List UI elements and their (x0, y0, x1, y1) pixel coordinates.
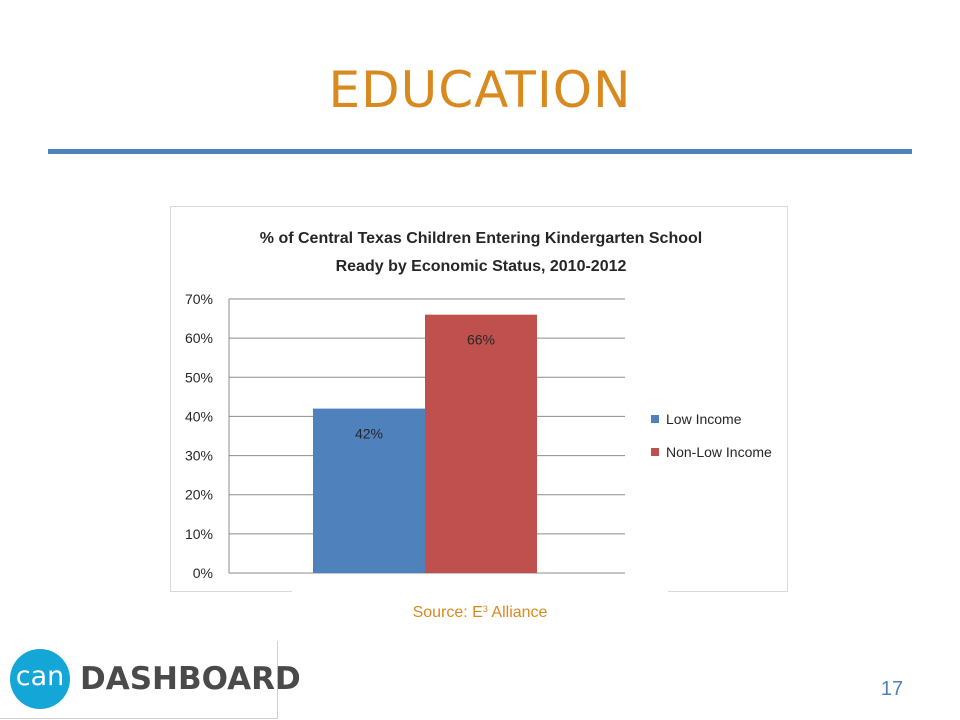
y-tick-label: 0% (193, 565, 213, 581)
legend-swatch (651, 448, 659, 456)
chart-title-line-1: % of Central Texas Children Entering Kin… (260, 230, 702, 247)
chart-frame: % of Central Texas Children Entering Kin… (170, 206, 788, 592)
page-number: 17 (880, 678, 904, 700)
bar-data-label: 66% (467, 332, 495, 348)
source-note: Source: E3 Alliance (292, 588, 668, 622)
y-tick-label: 40% (185, 408, 213, 424)
title-rule (48, 149, 912, 154)
y-tick-label: 60% (185, 330, 213, 346)
bar-non-low-income (425, 314, 537, 573)
y-tick-label: 70% (185, 291, 213, 307)
y-tick-label: 50% (185, 369, 213, 385)
source-superscript: 3 (482, 604, 488, 614)
y-tick-label: 10% (185, 526, 213, 542)
bar-chart: % of Central Texas Children Entering Kin… (185, 230, 772, 581)
can-dashboard-logo: can DASHBOARD (0, 641, 301, 719)
bar-low-income (313, 408, 425, 573)
chart-title-line-2: Ready by Economic Status, 2010-2012 (336, 258, 627, 275)
source-suffix: Alliance (487, 604, 548, 621)
source-prefix: Source: E (412, 604, 483, 621)
legend-label: Non-Low Income (666, 444, 772, 460)
slide-title: EDUCATION (328, 61, 632, 119)
can-logo-icon: can (10, 649, 70, 709)
logo-wordmark: DASHBOARD (80, 661, 301, 697)
y-tick-label: 20% (185, 487, 213, 503)
legend-swatch (651, 415, 659, 423)
legend-label: Low Income (666, 411, 742, 427)
y-tick-label: 30% (185, 448, 213, 464)
bar-data-label: 42% (355, 426, 383, 442)
